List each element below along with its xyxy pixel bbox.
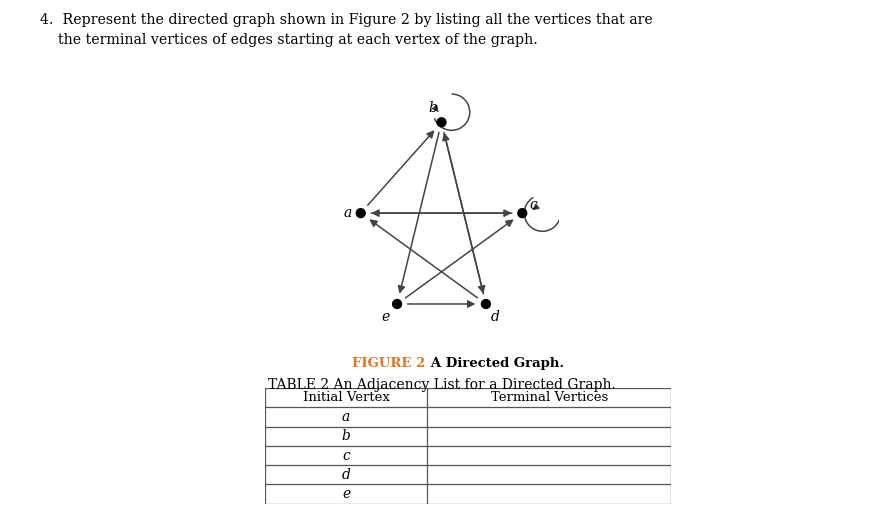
Text: Terminal Vertices: Terminal Vertices [491,391,608,404]
Text: b: b [342,429,351,443]
Text: d: d [342,468,351,482]
Text: d: d [491,310,500,324]
Circle shape [481,300,490,308]
Text: b: b [428,101,437,115]
Circle shape [437,118,446,126]
Text: FIGURE 2: FIGURE 2 [352,357,425,370]
Circle shape [356,209,366,217]
Circle shape [517,209,527,217]
Text: e: e [381,310,390,324]
Text: TABLE 2 An Adjacency List for a Directed Graph.: TABLE 2 An Adjacency List for a Directed… [268,378,615,392]
Circle shape [393,300,402,308]
Text: e: e [342,487,351,501]
Text: a: a [342,410,351,424]
Text: 4.  Represent the directed graph shown in Figure 2 by listing all the vertices t: 4. Represent the directed graph shown in… [40,13,653,27]
Text: Initial Vertex: Initial Vertex [303,391,389,404]
Text: c: c [530,198,537,212]
Text: the terminal vertices of edges starting at each vertex of the graph.: the terminal vertices of edges starting … [40,33,538,47]
Text: a: a [343,206,351,220]
Text: c: c [343,449,350,463]
Text: A Directed Graph.: A Directed Graph. [417,357,563,370]
